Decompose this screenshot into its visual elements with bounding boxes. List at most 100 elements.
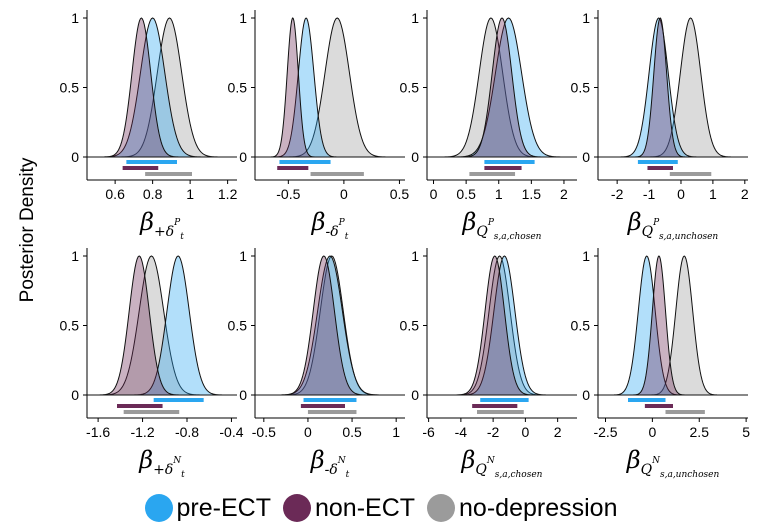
x-tick-label: 1 [186,186,194,202]
x-tick-label: 0.5 [456,186,476,202]
x-axis-label: β+δNt [138,446,185,480]
x-tick-label: -6 [422,424,435,440]
x-tick-label: 1 [495,186,503,202]
legend-label-non-ect: non-ECT [314,493,416,522]
density-pre-ect [459,255,549,396]
x-tick-label: 0.5 [390,186,410,202]
density-non-ect [632,17,688,158]
x-tick-label: 0.6 [105,186,125,202]
x-axis-label: βQPs,a,chosen [462,208,542,242]
panel-8: 0 0.5 1 -2.5 0 2.5 5 βQNs,a,unchosen [571,248,750,480]
y-tick-label: 0.5 [228,318,248,334]
legend-label-no-depression: no-depression [459,493,618,522]
density-no-depression [117,17,222,158]
panel-4: 0 0.5 1 -2 -1 0 1 2 βQPs,a,unchosen [571,10,749,242]
density-no-depression [285,17,390,158]
x-tick-label: 0 [677,186,685,202]
density-non-ect [101,17,182,158]
density-no-depression [455,255,545,396]
density-pre-ect [130,255,226,396]
y-tick-label: 0.5 [400,318,420,334]
y-tick-label: 0.5 [60,318,80,334]
x-tick-label: -0.4 [219,424,243,440]
y-tick-label: 0.5 [400,80,420,96]
x-tick-label: 1 [709,186,717,202]
y-tick-label: 1 [239,10,247,26]
y-tick-label: 0 [411,387,419,403]
x-tick-label: 2.5 [690,424,710,440]
y-tick-label: 1 [582,10,590,26]
x-tick-label: 0.8 [143,186,163,202]
x-axis-label: β-δNt [310,446,350,480]
density-non-ect [630,255,687,396]
density-non-ect [268,17,317,158]
density-pre-ect [617,17,700,158]
legend-item-pre-ect: pre-ECT [144,493,271,523]
x-tick-label: 0.5 [342,424,362,440]
legend-label-pre-ect: pre-ECT [176,493,271,522]
density-pre-ect [610,255,683,396]
x-tick-label: 0 [521,424,529,440]
x-tick-label: -0.8 [175,424,199,440]
y-tick-label: 0 [239,387,247,403]
legend-swatch-no-depression [427,494,456,522]
y-axis-label: Posterior Density [17,157,38,302]
y-tick-label: 0 [71,149,79,165]
legend-item-non-ect: non-ECT [282,493,416,523]
x-tick-label: -0.5 [252,424,276,440]
y-tick-label: 0 [582,149,590,165]
panel-5: 0 0.5 1 -1.6 -1.2 -0.8 -0.4 β+δNt [60,248,244,480]
x-tick-label: -2.5 [593,424,617,440]
x-tick-label: 0 [430,186,438,202]
density-pre-ect [272,17,340,158]
x-tick-label: 0 [648,424,656,440]
x-tick-label: -1.6 [86,424,110,440]
y-tick-label: 1 [239,248,247,264]
y-tick-label: 0.5 [60,80,80,96]
y-tick-label: 1 [411,248,419,264]
x-tick-label: 0 [304,424,312,440]
density-non-ect [460,17,544,158]
legend-item-no-depression: no-depression [427,494,617,523]
legend-swatch-non-ect [282,494,311,522]
x-tick-label: -2 [611,186,624,202]
x-tick-label: 2 [554,424,562,440]
density-pre-ect [277,255,383,396]
x-tick-label: -1.2 [130,424,154,440]
y-tick-label: 0 [71,387,79,403]
y-tick-label: 1 [411,10,419,26]
x-axis-label: βQNs,a,unchosen [626,446,720,480]
y-tick-label: 0 [411,149,419,165]
density-no-depression [648,255,721,396]
legend: pre-ECT non-ECT no-depression [0,492,762,524]
x-tick-label: 0 [340,186,348,202]
panel-2: 0 0.5 1 -0.5 0 0.5 β-δPt [228,10,410,242]
y-tick-label: 0 [582,387,590,403]
x-tick-label: 1.5 [522,186,542,202]
density-pre-ect [453,17,564,158]
y-tick-label: 1 [71,10,79,26]
x-tick-label: -0.5 [276,186,300,202]
x-tick-label: -1 [643,186,656,202]
x-axis-label: βQNs,a,chosen [461,446,543,480]
panel-6: 0 0.5 1 -0.5 0 0.5 1 β-δNt [228,248,405,480]
y-tick-label: 0.5 [571,318,591,334]
x-axis-label: βQPs,a,unchosen [627,208,719,242]
density-non-ect [278,255,369,396]
x-tick-label: -4 [455,424,468,440]
x-axis-label: β+δPt [139,208,184,242]
density-non-ect [96,255,182,396]
legend-swatch-pre-ect [144,494,173,522]
y-tick-label: 1 [582,248,590,264]
x-tick-label: -2 [487,424,500,440]
panel-7: 0 0.5 1 -6 -4 -2 0 2 βQNs,a,chosen [400,248,577,480]
y-tick-label: 1 [71,248,79,264]
density-non-ect [453,255,536,396]
y-tick-label: 0.5 [228,80,248,96]
x-tick-label: 5 [742,424,750,440]
y-tick-label: 0 [239,149,247,165]
x-tick-label: 2 [560,186,568,202]
panel-3: 0 0.5 1 0 0.5 1 1.5 2 βQPs,a,chosen [400,10,577,242]
x-tick-label: 1 [392,424,400,440]
y-tick-label: 0.5 [571,80,591,96]
